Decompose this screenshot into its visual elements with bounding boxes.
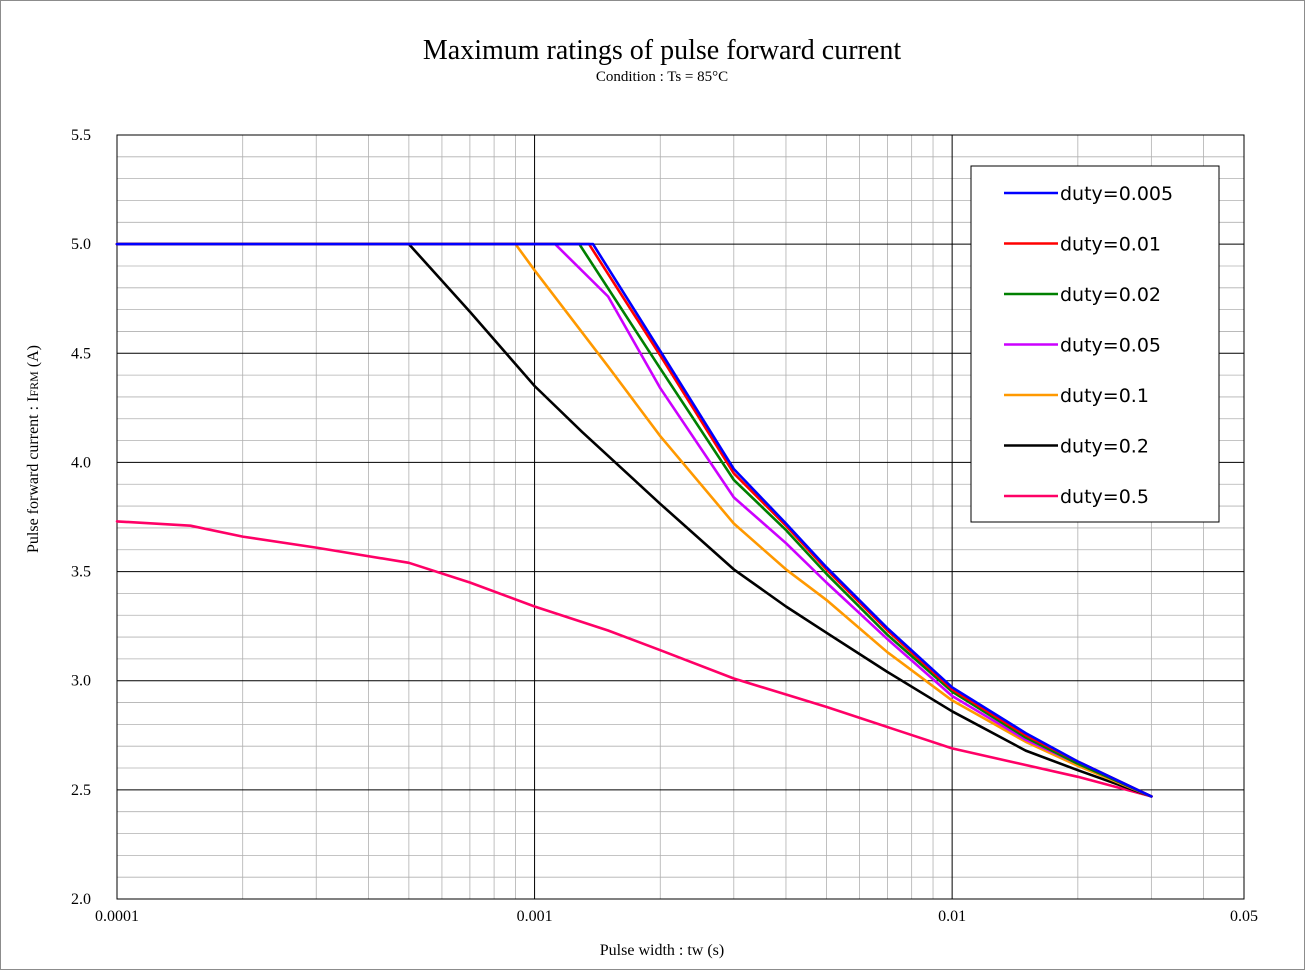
chart-subtitle: Condition : Ts = 85°C [596, 69, 728, 85]
x-axis-label: Pulse width : tw (s) [600, 942, 724, 959]
series-line-duty-0-5 [115, 520, 1153, 798]
legend-label: duty=0.005 [1060, 183, 1173, 205]
y-tick-label: 3.0 [71, 673, 91, 690]
x-tick-label: 0.001 [517, 908, 553, 925]
y-tick-label: 4.5 [71, 345, 91, 362]
y-tick-label: 4.0 [71, 454, 91, 471]
legend-label: duty=0.2 [1060, 436, 1149, 458]
series-line-duty-0-02 [115, 242, 1153, 798]
y-tick-label: 2.5 [71, 782, 91, 799]
plot-border [116, 134, 1245, 900]
x-tick-label: 0.0001 [95, 908, 139, 925]
series-line-duty-0-005 [115, 242, 1153, 798]
chart-title: Maximum ratings of pulse forward current [423, 35, 901, 66]
series-lines [115, 242, 1153, 798]
series-line-duty-0-2 [115, 242, 1153, 798]
x-tick-label: 0.05 [1230, 908, 1258, 925]
y-tick-label: 2.0 [71, 891, 91, 908]
x-tick-labels: 0.0001 0.001 0.01 0.05 [95, 908, 1258, 925]
y-axis-label-sub: FRM [27, 371, 41, 397]
series-line-duty-0-05 [115, 242, 1153, 798]
y-tick-label: 5.0 [71, 236, 91, 253]
y-tick-label: 5.5 [71, 127, 91, 144]
y-axis-label: Pulse forward current : IFRM (A) [25, 345, 42, 553]
legend-label: duty=0.1 [1060, 385, 1149, 407]
legend-label: duty=0.02 [1060, 284, 1161, 306]
y-axis-label-unit: (A) [25, 345, 42, 371]
legend: duty=0.005 duty=0.01 duty=0.02 duty=0.05 dut… [970, 165, 1220, 523]
y-tick-label: 3.5 [71, 564, 91, 581]
x-tick-label: 0.01 [938, 908, 966, 925]
legend-label: duty=0.05 [1060, 335, 1161, 357]
series-line-duty-0-1 [115, 242, 1153, 798]
legend-label: duty=0.01 [1060, 234, 1161, 256]
y-axis-label-main: Pulse forward current : I [25, 397, 42, 553]
legend-label: duty=0.5 [1060, 486, 1149, 508]
y-tick-labels: 2.0 2.5 3.0 3.5 4.0 4.5 5.0 5.5 [71, 127, 91, 908]
